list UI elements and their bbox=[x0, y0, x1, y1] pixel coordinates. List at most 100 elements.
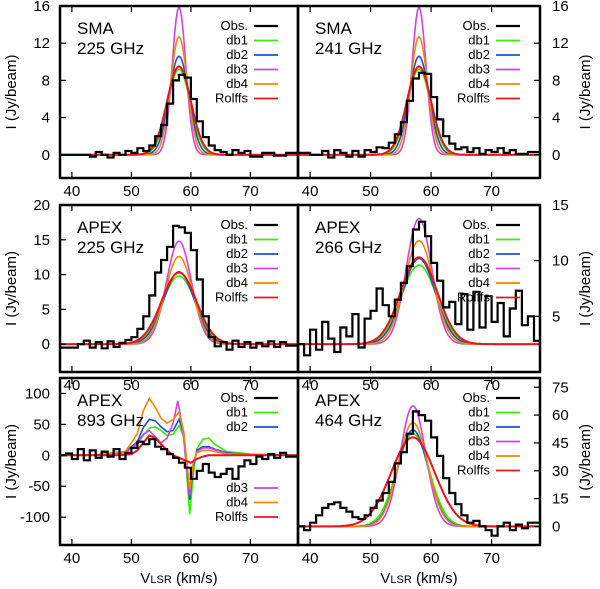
legend-label: db1 bbox=[226, 405, 248, 420]
legend-label: db2 bbox=[226, 419, 248, 434]
panel-frame bbox=[296, 203, 542, 374]
x-tick-label: 60 bbox=[423, 550, 440, 567]
legend-label: Rolffs bbox=[457, 463, 490, 478]
panel-telescope-label: APEX bbox=[315, 391, 360, 410]
y-tick-label: 15 bbox=[552, 197, 569, 214]
legend-label: Obs. bbox=[463, 390, 490, 405]
x-tick-label: 50 bbox=[362, 377, 379, 394]
legend-label: Obs. bbox=[221, 18, 248, 33]
series-rolffs-line bbox=[60, 271, 298, 346]
legend-label: db1 bbox=[226, 33, 248, 48]
series-obs-line bbox=[60, 73, 298, 159]
y-tick-label: 15 bbox=[33, 232, 50, 249]
panel-telescope-label: SMA bbox=[315, 19, 353, 38]
legend-label: Rolffs bbox=[215, 290, 248, 305]
y-tick-label: 60 bbox=[552, 407, 569, 424]
series-rolffs-line bbox=[298, 256, 540, 346]
x-tick-label: 40 bbox=[64, 183, 81, 200]
x-tick-label: 70 bbox=[483, 550, 500, 567]
y-tick-label: 0 bbox=[42, 336, 50, 353]
panel-telescope-label: APEX bbox=[315, 218, 360, 237]
series-db1-line bbox=[298, 68, 540, 156]
legend-label: db2 bbox=[226, 246, 248, 261]
legend-label: db2 bbox=[468, 419, 490, 434]
y-axis-label: I (Jy/beam) bbox=[577, 424, 594, 499]
plot-area bbox=[60, 396, 298, 515]
legend-label: db4 bbox=[468, 448, 490, 463]
plot-area bbox=[298, 404, 540, 537]
x-axis-label: VLSR (km/s) bbox=[380, 570, 457, 587]
y-tick-label: 10 bbox=[552, 253, 569, 270]
x-tick-label: 60 bbox=[183, 377, 200, 394]
x-tick-label: 50 bbox=[123, 183, 140, 200]
panel-frequency-label: 893 GHz bbox=[77, 411, 144, 430]
panel-telescope-label: SMA bbox=[77, 19, 115, 38]
y-tick-label: 8 bbox=[42, 72, 50, 89]
series-rolffs-line bbox=[298, 65, 540, 156]
legend-label: Obs. bbox=[463, 217, 490, 232]
y-tick-label: 0 bbox=[42, 147, 50, 164]
x-axis-label: VLSR (km/s) bbox=[140, 570, 217, 587]
panel-telescope-label: APEX bbox=[77, 218, 122, 237]
legend-label: Rolffs bbox=[457, 290, 490, 305]
y-tick-label: 4 bbox=[42, 110, 50, 127]
legend-label: db3 bbox=[226, 480, 248, 495]
legend-label: db2 bbox=[468, 47, 490, 62]
y-tick-label: 30 bbox=[552, 463, 569, 480]
x-tick-label: 40 bbox=[64, 550, 81, 567]
y-tick-label: 12 bbox=[552, 35, 569, 52]
y-tick-label: 45 bbox=[552, 435, 569, 452]
y-tick-label: 15 bbox=[552, 491, 569, 508]
y-axis-label: I (Jy/beam) bbox=[3, 424, 20, 499]
y-axis-label: I (Jy/beam) bbox=[3, 54, 20, 129]
y-tick-label: 0 bbox=[42, 447, 50, 464]
legend-label: db3 bbox=[468, 261, 490, 276]
y-tick-label: 16 bbox=[552, 0, 569, 15]
legend-label: db3 bbox=[468, 62, 490, 77]
y-tick-label: -100 bbox=[20, 509, 50, 526]
legend-label: db1 bbox=[226, 232, 248, 247]
y-tick-label: 10 bbox=[33, 267, 50, 284]
x-tick-label: 70 bbox=[242, 183, 259, 200]
legend-label: db4 bbox=[226, 495, 248, 510]
panel-telescope-label: APEX bbox=[77, 391, 122, 410]
x-tick-label: 50 bbox=[123, 377, 140, 394]
legend-label: db2 bbox=[468, 246, 490, 261]
legend-label: db2 bbox=[226, 47, 248, 62]
legend-label: Rolffs bbox=[215, 509, 248, 524]
legend-label: db4 bbox=[226, 76, 248, 91]
y-axis-label: I (Jy/beam) bbox=[577, 251, 594, 326]
legend-label: db3 bbox=[226, 62, 248, 77]
series-db1-line bbox=[298, 432, 540, 528]
panel-frame bbox=[296, 376, 542, 547]
panel-frequency-label: 241 GHz bbox=[315, 39, 382, 58]
legend-label: db4 bbox=[468, 76, 490, 91]
x-tick-label: 70 bbox=[483, 183, 500, 200]
x-tick-label: 70 bbox=[483, 377, 500, 394]
legend-label: Obs. bbox=[221, 217, 248, 232]
series-obs-line bbox=[60, 224, 298, 351]
y-axis-label: I (Jy/beam) bbox=[577, 54, 594, 129]
series-rolffs-line bbox=[298, 436, 540, 528]
series-db4-line bbox=[60, 255, 298, 345]
legend-label: Obs. bbox=[221, 390, 248, 405]
y-axis-label: I (Jy/beam) bbox=[3, 251, 20, 326]
y-tick-label: 20 bbox=[33, 197, 50, 214]
y-tick-label: 5 bbox=[552, 308, 560, 325]
plot-area bbox=[60, 224, 298, 351]
x-tick-label: 60 bbox=[183, 183, 200, 200]
x-tick-label: 40 bbox=[302, 550, 319, 567]
x-tick-label: 70 bbox=[242, 377, 259, 394]
y-tick-label: 16 bbox=[33, 0, 50, 15]
x-tick-label: 50 bbox=[123, 550, 140, 567]
legend-label: db1 bbox=[468, 232, 490, 247]
y-tick-label: 0 bbox=[552, 518, 560, 535]
